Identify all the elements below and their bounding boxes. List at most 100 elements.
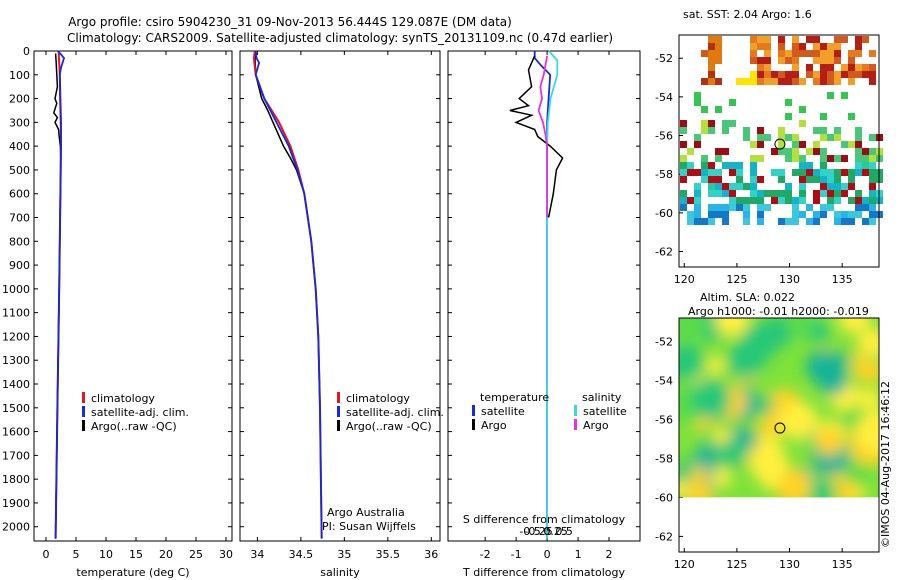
- sst-pixel: [764, 36, 771, 43]
- sst-pixel: [827, 43, 834, 50]
- sst-pixel: [869, 155, 876, 162]
- sst-pixel: [813, 36, 820, 43]
- sst-pixel: [764, 204, 771, 211]
- sst-pixel: [694, 204, 701, 211]
- sst-pixel: [813, 197, 820, 204]
- sst-pixel: [806, 50, 813, 57]
- sst-pixel: [869, 190, 876, 197]
- sst-pixel: [771, 148, 778, 155]
- x-tick-label: 130: [779, 558, 800, 571]
- sst-pixel: [792, 36, 799, 43]
- sst-pixel: [680, 120, 687, 127]
- x-tick-label: 125: [726, 558, 747, 571]
- sla-blob: [755, 396, 774, 415]
- imos-credit: ©IMOS 04-Aug-2017 16:46:12: [879, 381, 892, 548]
- sst-pixel: [778, 71, 785, 78]
- sst-pixel: [715, 57, 722, 64]
- legend-label: satellite: [481, 405, 525, 418]
- x-tick-label: 1: [575, 548, 582, 561]
- sst-pixel: [750, 183, 757, 190]
- legend-label: satellite: [583, 405, 627, 418]
- legend-title: salinity: [582, 391, 622, 404]
- s-tick-label: -0.25: [524, 525, 552, 538]
- sst-pixel: [778, 50, 785, 57]
- sst-pixel: [834, 36, 841, 43]
- sst-pixel: [855, 148, 862, 155]
- sst-pixel: [827, 176, 834, 183]
- salinity-panel: 34 34.5 35 35.5 36 salinity climatologysatelli…: [239, 50, 444, 579]
- sst-pixel: [792, 218, 799, 225]
- sst-pixel: [736, 78, 743, 85]
- sst-pixel: [869, 162, 876, 169]
- sst-pixel: [680, 127, 687, 134]
- legend-label: satellite-adj. clim.: [346, 406, 444, 419]
- sst-pixel: [757, 155, 764, 162]
- sst-pixel: [736, 162, 743, 169]
- sst-pixel: [743, 218, 750, 225]
- sst-pixel: [708, 204, 715, 211]
- sst-pixel: [827, 183, 834, 190]
- sst-pixel: [757, 204, 764, 211]
- sst-pixel: [729, 204, 736, 211]
- sst-pixel: [855, 36, 862, 43]
- sst-pixel: [820, 134, 827, 141]
- x-tick-label: 36: [424, 548, 438, 561]
- sst-pixel: [813, 141, 820, 148]
- x-tick-label: 135: [832, 273, 853, 286]
- x-tick-label: 30: [219, 548, 233, 561]
- legend-swatch: [82, 406, 85, 417]
- sla-blob: [706, 356, 725, 375]
- sst-pixel: [757, 43, 764, 50]
- sst-pixel: [750, 162, 757, 169]
- y-tick-label: -52: [655, 52, 673, 65]
- sst-pixel: [736, 176, 743, 183]
- sst-pixel: [694, 197, 701, 204]
- figure-title-line1: Argo profile: csiro 5904230_31 09-Nov-20…: [68, 15, 512, 29]
- sst-pixel: [827, 204, 834, 211]
- sst-pixel: [862, 148, 869, 155]
- legend-label: Argo(..raw -QC): [91, 420, 177, 433]
- sst-pixel: [701, 155, 708, 162]
- sst-pixel: [820, 190, 827, 197]
- sst-pixel: [827, 50, 834, 57]
- sst-pixel: [715, 183, 722, 190]
- legend-swatch: [337, 406, 340, 417]
- map-frame-top: [678, 317, 880, 553]
- sst-pixel: [813, 50, 820, 57]
- y-tick-label: -60: [655, 491, 673, 504]
- sla-blob: [679, 343, 705, 381]
- sst-pixel: [806, 169, 813, 176]
- sst-pixel: [813, 78, 820, 85]
- sst-pixel: [869, 211, 876, 218]
- sst-pixel: [813, 57, 820, 64]
- sst-pixel: [820, 71, 827, 78]
- sst-pixel: [848, 141, 855, 148]
- s-tick-label: -0.5: [519, 525, 540, 538]
- sst-pixel: [722, 120, 729, 127]
- sst-pixel: [806, 71, 813, 78]
- sst-pixel: [785, 190, 792, 197]
- plot-frame: [33, 50, 233, 542]
- sst-pixel: [855, 71, 862, 78]
- sst-pixel: [736, 197, 743, 204]
- sst-pixel: [792, 50, 799, 57]
- sst-pixel: [785, 99, 792, 106]
- sst-pixel: [848, 64, 855, 71]
- sst-pixel: [827, 64, 834, 71]
- sst-pixel: [869, 204, 876, 211]
- sst-pixel: [820, 211, 827, 218]
- sst-pixel: [722, 211, 729, 218]
- sst-pixel: [855, 43, 862, 50]
- sst-pixel: [785, 155, 792, 162]
- sst-pixel: [834, 43, 841, 50]
- sst-pixel: [869, 148, 876, 155]
- sst-pixel: [806, 204, 813, 211]
- sst-pixel: [855, 169, 862, 176]
- legend-title: temperature: [480, 391, 549, 404]
- series-line-s-satellite: [546, 50, 559, 539]
- sst-pixel: [722, 148, 729, 155]
- sst-pixel: [778, 134, 785, 141]
- sst-pixel: [757, 36, 764, 43]
- legend-label: climatology: [346, 392, 410, 405]
